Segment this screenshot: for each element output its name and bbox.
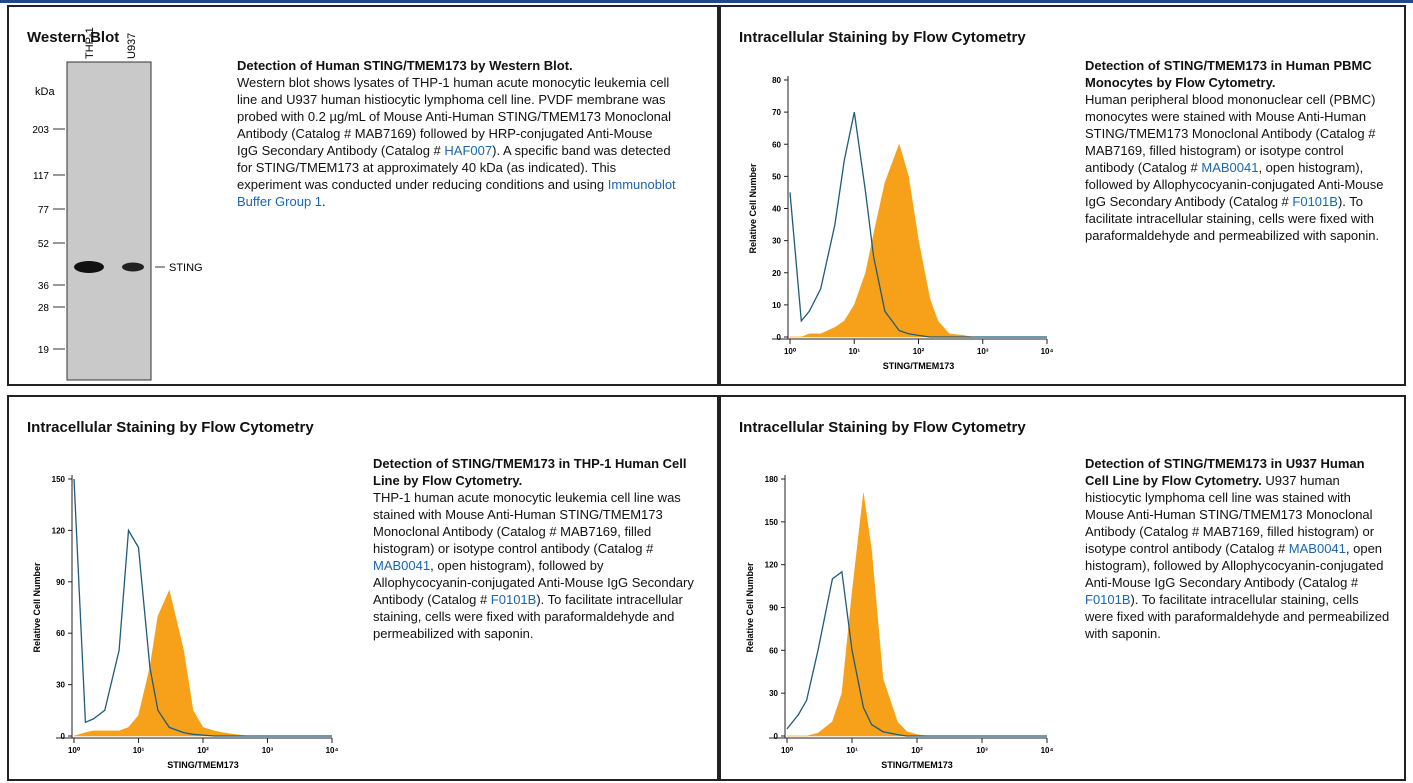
panel: 0 30 60 90 120 150 180 10⁰ 10¹ 10² 10³ 10⁴ STING/TME… [719,395,1406,781]
filled-histogram [790,144,1047,337]
x-tick-label: 10⁴ [1041,347,1054,356]
caption-heading: Detection of Human STING/TMEM173 by West… [237,58,573,73]
y-tick-label: 70 [772,108,781,117]
caption-text: THP-1 human acute monocytic leukemia cel… [373,490,681,556]
x-tick-label: 10³ [976,746,988,755]
y-tick-label: 20 [772,269,781,278]
y-tick-label: 180 [765,475,779,484]
x-tick-label: 10¹ [133,746,145,755]
y-tick-label: 120 [765,561,779,570]
y-tick-label: 30 [56,681,65,690]
panel-title: Western Blot [27,29,119,46]
catalog-link[interactable]: HAF007 [444,143,492,158]
x-axis-label: STING/TMEM173 [881,760,953,770]
y-tick-label: 150 [52,475,66,484]
x-tick-label: 10⁰ [784,347,797,356]
y-tick-label: 80 [772,76,781,85]
x-tick-label: 10² [913,347,925,356]
y-tick-label: 40 [772,205,781,214]
marker-label: 19 [38,345,50,356]
y-tick-label: 30 [772,237,781,246]
band [74,261,104,273]
marker-label: 117 [33,171,49,182]
top-bar [0,0,1413,3]
y-axis-label: Relative Cell Number [748,163,758,254]
filled-histogram [787,493,1047,736]
catalog-link[interactable]: MAB0041 [373,558,430,573]
caption: Detection of Human STING/TMEM173 by West… [237,57,677,210]
x-tick-label: 10⁰ [68,746,81,755]
band [122,263,144,272]
band-label: STING [169,262,203,274]
y-tick-label: 0 [774,732,779,741]
catalog-link[interactable]: F0101B [1085,592,1131,607]
marker-label: 77 [38,205,50,216]
y-tick-label: 50 [772,172,781,181]
y-tick-label: 150 [765,518,779,527]
y-axis-label: Relative Cell Number [32,562,42,653]
marker-label: 28 [38,303,50,314]
catalog-link[interactable]: F0101B [1292,194,1338,209]
marker-label: 36 [38,281,50,292]
caption: Detection of STING/TMEM173 in U937 Human… [1085,455,1390,642]
x-tick-label: 10² [197,746,209,755]
caption-text: . [322,194,326,209]
x-tick-label: 10³ [977,347,989,356]
unit-label: kDa [35,86,55,98]
marker-label: 203 [32,125,49,136]
y-tick-label: 60 [769,646,778,655]
x-tick-label: 10⁴ [1041,746,1054,755]
y-tick-label: 30 [769,689,778,698]
catalog-link[interactable]: MAB0041 [1201,160,1258,175]
open-histogram [74,479,332,736]
caption-heading: Detection of STING/TMEM173 in THP-1 Huma… [373,456,686,488]
page: kDaTHP-1U9372031177752362819STING Wester… [0,0,1413,783]
blot-membrane [67,62,151,380]
y-tick-label: 90 [56,578,65,587]
open-histogram [787,572,1047,736]
y-axis-label: Relative Cell Number [745,562,755,653]
panel-title: Intracellular Staining by Flow Cytometry [27,419,314,436]
y-tick-label: 0 [777,333,782,342]
filled-histogram [74,590,332,736]
lane-label: U937 [126,33,138,59]
y-tick-label: 90 [769,604,778,613]
x-axis-label: STING/TMEM173 [167,760,239,770]
caption-heading: Detection of STING/TMEM173 in Human PBMC… [1085,58,1372,90]
caption: Detection of STING/TMEM173 in Human PBMC… [1085,57,1390,244]
panel: 0 10 20 30 40 50 60 70 80 10⁰ 10¹ 10² 10³ 10⁴ STING/TM… [719,5,1406,386]
catalog-link[interactable]: MAB0041 [1289,541,1346,556]
x-axis-label: STING/TMEM173 [883,361,955,371]
x-tick-label: 10² [911,746,923,755]
marker-label: 52 [38,239,50,250]
x-tick-label: 10¹ [848,347,860,356]
x-tick-label: 10¹ [846,746,858,755]
caption-text: ). To facilitate intracellular staining,… [1085,592,1389,641]
y-tick-label: 10 [772,301,781,310]
y-tick-label: 0 [61,732,66,741]
x-tick-label: 10⁴ [326,746,339,755]
caption: Detection of STING/TMEM173 in THP-1 Huma… [373,455,703,642]
catalog-link[interactable]: F0101B [491,592,537,607]
x-tick-label: 10³ [262,746,274,755]
panel-title: Intracellular Staining by Flow Cytometry [739,419,1026,436]
y-tick-label: 60 [772,140,781,149]
y-tick-label: 120 [52,526,66,535]
panel-title: Intracellular Staining by Flow Cytometry [739,29,1026,46]
x-tick-label: 10⁰ [781,746,794,755]
panel: 0 30 60 90 120 150 10⁰ 10¹ 10² 10³ 10⁴ STING/TMEM17… [7,395,719,781]
y-tick-label: 60 [56,629,65,638]
